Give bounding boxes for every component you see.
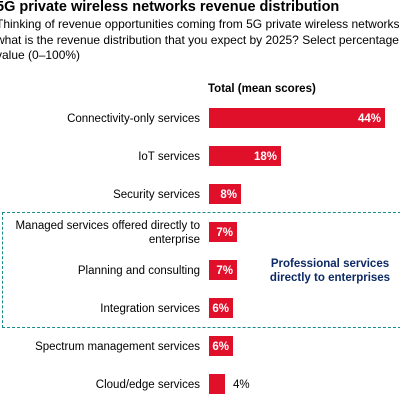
- bar-8: [209, 374, 225, 394]
- value-label-6: 6%: [212, 303, 229, 315]
- category-label-4-line-2: enterprise: [149, 234, 200, 246]
- value-label-2: 18%: [254, 151, 277, 163]
- professional-services-group-label: Professional services directly to enterp…: [260, 257, 400, 285]
- category-label-3: Security services: [113, 189, 200, 201]
- value-label-8: 4%: [233, 379, 250, 391]
- category-label-5: Planning and consulting: [78, 265, 200, 277]
- value-label-4: 7%: [216, 227, 233, 239]
- category-label-8: Cloud/edge services: [96, 379, 200, 391]
- category-label-6: Integration services: [100, 303, 200, 315]
- category-label-1: Connectivity-only services: [67, 113, 200, 125]
- question-line-1: Thinking of revenue opportunities coming…: [0, 17, 400, 31]
- bar-1: [209, 108, 385, 128]
- group-label-line-2: directly to enterprises: [269, 272, 391, 284]
- question-line-3: value (0–100%): [0, 48, 81, 62]
- category-label-2: IoT services: [138, 151, 200, 163]
- bar-7: [209, 336, 233, 356]
- bar-3: [209, 184, 241, 204]
- value-label-7: 6%: [212, 341, 229, 353]
- professional-services-group-box: [2, 212, 400, 328]
- question-text: Thinking of revenue opportunities coming…: [0, 17, 400, 64]
- value-label-3: 8%: [220, 189, 237, 201]
- bar-6: [209, 298, 233, 318]
- group-label-line-1: Professional services: [270, 258, 390, 270]
- question-line-2: what is the revenue distribution that yo…: [0, 32, 399, 47]
- category-label-4-line-1: Managed services offered directly to: [15, 220, 200, 232]
- column-header: Total (mean scores): [208, 83, 316, 95]
- value-label-5: 7%: [216, 265, 233, 277]
- value-label-1: 44%: [358, 113, 381, 125]
- bar-2: [209, 146, 281, 166]
- bar-4: [209, 222, 237, 242]
- bar-5: [209, 260, 237, 280]
- chart-title: 5G private wireless networks revenue dis…: [0, 0, 340, 15]
- category-label-7: Spectrum management services: [35, 341, 200, 353]
